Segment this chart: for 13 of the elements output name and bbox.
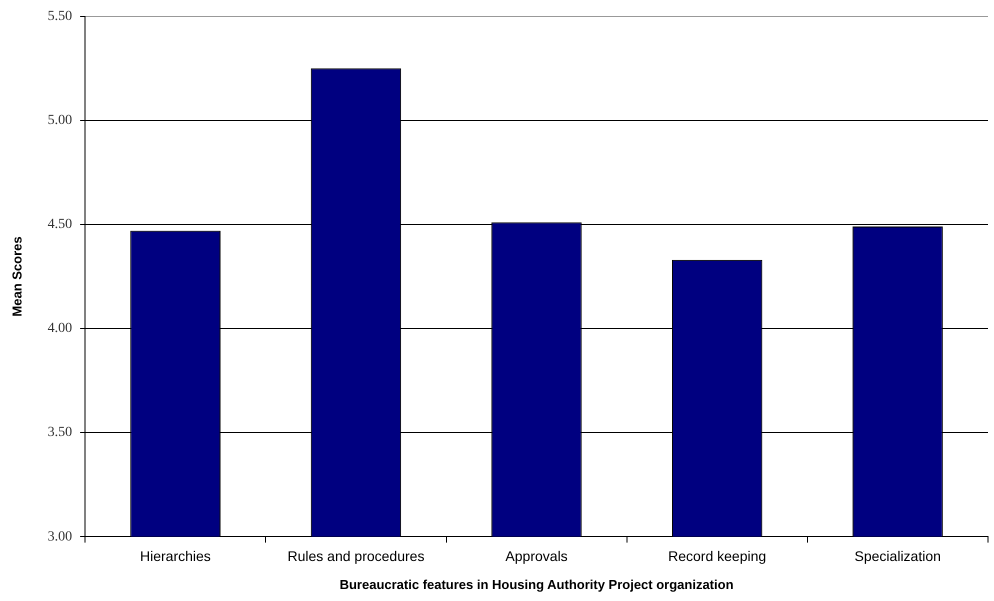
y-axis-title: Mean Scores [9, 236, 24, 317]
y-tick-label: 5.00 [48, 113, 72, 128]
y-tick-label: 5.50 [48, 9, 72, 24]
y-tick-label: 4.00 [48, 321, 72, 336]
y-tick-label: 3.00 [48, 529, 72, 544]
x-tick-label: Approvals [505, 548, 568, 564]
x-tick-label: Specialization [854, 548, 941, 564]
x-axis-title: Bureaucratic features in Housing Authority Project organization [340, 576, 734, 592]
x-tick-label: Rules and procedures [287, 548, 424, 564]
y-tick-label: 4.50 [48, 217, 72, 232]
y-tick-label: 3.50 [48, 425, 72, 440]
x-tick-label: Record keeping [668, 548, 766, 564]
x-tick-label: Hierarchies [140, 548, 211, 564]
